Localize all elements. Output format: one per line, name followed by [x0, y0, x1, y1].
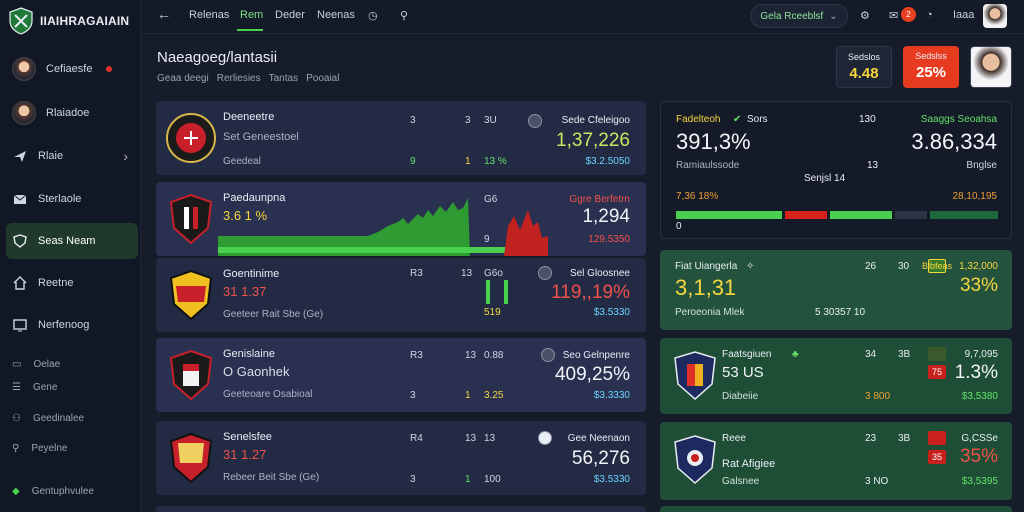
avatar	[12, 101, 36, 125]
star-icon: ✧	[746, 261, 755, 272]
tag	[928, 431, 946, 445]
sidebar-item-account[interactable]: Rlaiadoe	[6, 95, 138, 131]
sidebar-item-label: Nerfenoog	[38, 319, 90, 331]
sidebar-item-label: Reetne	[38, 277, 74, 289]
club-crest-icon	[169, 269, 213, 321]
check-icon: ✔	[733, 114, 742, 125]
brand[interactable]: IIAIHRAGAIAIN	[8, 6, 129, 36]
stat-box-percent: Sedslss 25%	[903, 46, 959, 88]
sidebar-item-home[interactable]: Reetne	[6, 265, 138, 301]
search-icon: ⚲	[12, 442, 20, 454]
team-panel-partial	[660, 506, 1012, 512]
match-card[interactable]: Genislaine O Gaonhek Geeteoare Osabioal …	[156, 338, 646, 412]
mini-crest-icon	[538, 266, 552, 280]
breadcrumb: Geaa deegi Rerliesies Tantas Pooaial	[157, 73, 339, 84]
team-panel[interactable]: Fiat Uiangerla ✧ 26 30 Blbfeas 1,32,000 …	[660, 250, 1012, 330]
shield-logo-icon	[9, 7, 33, 35]
sidebar-item-label: Rlaiadoe	[46, 107, 90, 119]
mini-crest-icon	[528, 114, 542, 128]
mail-icon	[12, 191, 28, 207]
active-tab-indicator	[237, 29, 263, 31]
tag	[928, 347, 946, 361]
sidebar-small-item[interactable]: ▭ Oelae	[12, 358, 61, 370]
user-avatar[interactable]	[983, 4, 1007, 28]
bar-segment	[830, 211, 892, 219]
stat-box-odds: Sedslos 4.48	[836, 46, 892, 88]
league-dropdown[interactable]: Gela Rceeblsf ⌄	[750, 4, 848, 28]
breadcrumb-item[interactable]: Tantas	[268, 73, 299, 84]
player-avatar[interactable]	[970, 46, 1012, 88]
users-icon: ⚇	[12, 412, 21, 424]
crest-icon: ◆	[12, 485, 20, 497]
sidebar-item-label: Cefiaesfe	[46, 63, 93, 75]
search-icon[interactable]: ⚲	[400, 10, 409, 22]
brand-name: IIAIHRAGAIAIN	[40, 14, 130, 28]
bar-segment	[785, 211, 828, 219]
breadcrumb-item[interactable]: Rerliesies	[216, 73, 261, 84]
bar-mark	[504, 280, 508, 304]
sidebar-small-item[interactable]: ⚇ Geedinalee	[12, 412, 85, 424]
sidebar: IIAIHRAGAIAIN Cefiaesfe Rlaiadoe Rlaie ›…	[0, 0, 141, 512]
club-crest-icon	[674, 435, 716, 485]
bar-mark	[486, 280, 490, 304]
tab-rem[interactable]: Rem	[240, 9, 264, 21]
topbar: ← Relenas Rem Deder Neenas ◷ ⚲ Gela Rcee…	[141, 0, 1024, 34]
club-crest-icon	[169, 432, 213, 484]
shield-icon	[12, 233, 28, 249]
team-panel[interactable]: Faatsgiuen ♣ 34 3B 75 9,7,095 53 US 1.3%…	[660, 338, 1012, 414]
home-icon	[12, 275, 28, 291]
sidebar-item-teams[interactable]: Seas Neam	[6, 223, 138, 259]
page-title: Naeagoeg/lantasii	[157, 49, 278, 66]
match-card[interactable]: Senelsfee 31 1.27 Rebeer Beit Sbe (Ge) R…	[156, 421, 646, 495]
club-crest-icon	[166, 113, 216, 163]
match-card[interactable]: Goentinime 31 1.37 Geeteer Rait Sbe (Ge)…	[156, 258, 646, 332]
sidebar-item-label: Sterlaole	[38, 193, 82, 205]
price-trend-chart	[218, 198, 548, 256]
list-icon: ☰	[12, 381, 21, 393]
sidebar-small-item[interactable]: ⚲ Peyelne	[12, 442, 68, 454]
sidebar-item-travel[interactable]: Rlaie ›	[6, 138, 138, 174]
club-crest-icon	[169, 193, 213, 245]
sidebar-small-item[interactable]: ☰ Gene	[12, 381, 58, 393]
club-crest-icon	[674, 351, 716, 401]
tab-relenas[interactable]: Relenas	[189, 9, 230, 21]
match-card[interactable]: Paedaunpna 3.6 1 % G6 9 Ggre Berfetrn 1,…	[156, 182, 646, 256]
plane-icon	[12, 148, 28, 164]
tab-neenas[interactable]: Neenas	[317, 9, 355, 21]
match-card[interactable]: Deeneetre Set Geneestoel Geedeal 3 3 3U …	[156, 101, 646, 175]
chevron-right-icon: ›	[123, 148, 128, 164]
power-icon[interactable]: ◔	[926, 9, 933, 21]
tab-deder[interactable]: Deder	[275, 9, 305, 21]
monitor-icon	[12, 317, 28, 333]
match-card-partial	[156, 506, 646, 512]
sidebar-item-label: Seas Neam	[38, 235, 96, 247]
avatar	[12, 57, 36, 81]
leaf-icon: ♣	[792, 349, 799, 360]
sidebar-item-label: Rlaie	[38, 150, 64, 162]
bar-segment	[894, 211, 928, 219]
mini-crest-icon	[541, 348, 555, 362]
breadcrumb-item[interactable]: Pooaial	[306, 73, 340, 84]
sidebar-item-profile[interactable]: Cefiaesfe	[6, 51, 138, 87]
notification-badge[interactable]: 2	[901, 7, 916, 22]
club-crest-icon	[169, 349, 213, 401]
settings-icon[interactable]: ⚙	[860, 10, 870, 22]
chevron-down-icon: ⌄	[829, 10, 838, 22]
breadcrumb-item[interactable]: Geaa deegi	[157, 73, 209, 84]
clock-icon[interactable]: ◷	[368, 10, 378, 22]
segment-bar	[676, 211, 998, 219]
sidebar-item-messages[interactable]: Sterlaole	[6, 181, 138, 217]
back-arrow-icon[interactable]: ←	[157, 6, 171, 22]
chat-icon[interactable]: ✉	[889, 10, 899, 22]
notification-dot	[106, 66, 113, 72]
team-panel[interactable]: Reee 23 3B 35 G,CSSe Rat Afigiee 35% Gal…	[660, 422, 1012, 500]
bar-segment	[676, 211, 783, 219]
user-name[interactable]: Iaaa	[953, 9, 975, 21]
sidebar-item-monitor[interactable]: Nerfenoog	[6, 307, 138, 343]
grid-icon: ▭	[12, 358, 22, 370]
bar-segment	[930, 211, 998, 219]
mini-crest-icon	[538, 431, 552, 445]
sidebar-small-item[interactable]: ◆ Gentuphvulee	[12, 485, 94, 497]
